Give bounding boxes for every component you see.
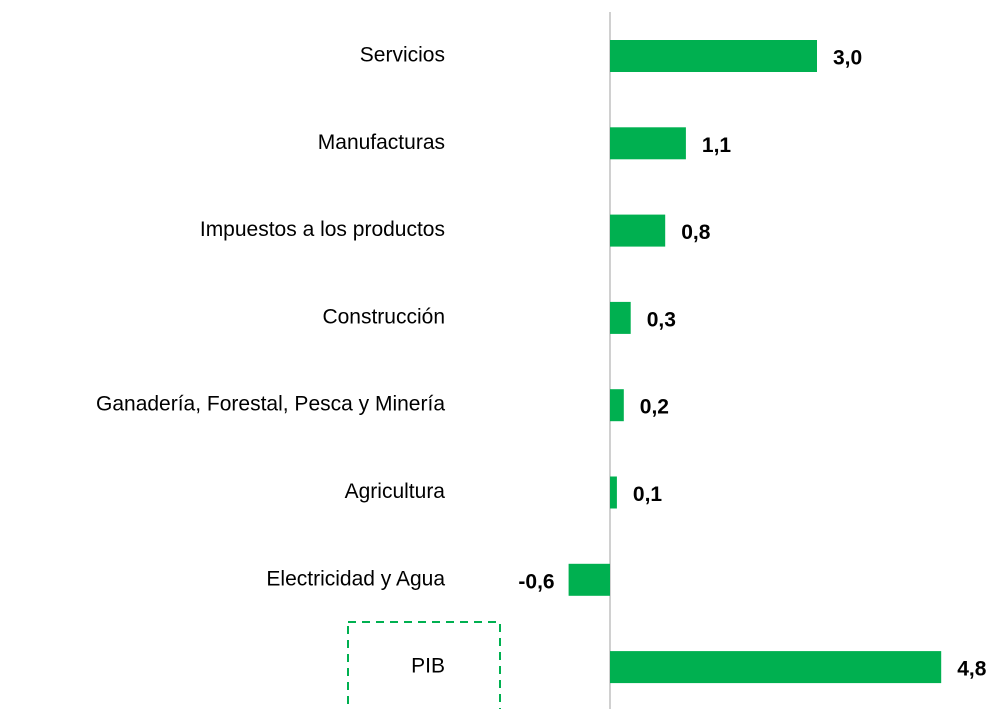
category-label: Impuestos a los productos [200,218,445,241]
category-label: Manufacturas [318,131,445,154]
value-label: 0,1 [633,483,663,506]
category-label: Electricidad y Agua [266,567,445,590]
value-label: 0,8 [681,221,711,244]
value-label: 0,2 [640,396,669,419]
bar [610,651,942,684]
value-label: 1,1 [702,134,732,157]
value-label: -0,6 [518,570,554,593]
bar [610,389,624,422]
category-label: Servicios [360,44,445,67]
bar [610,127,686,160]
highlight-box [347,621,501,714]
bar [610,476,617,509]
bar [568,563,610,596]
value-label: 4,8 [957,658,987,681]
bar [610,214,666,247]
category-label: PIB [411,655,445,678]
bar [610,40,817,72]
category-label: Construcción [322,305,445,328]
category-label: Agricultura [345,480,446,503]
value-label: 0,3 [647,308,676,331]
category-label: Ganadería, Forestal, Pesca y Minería [96,393,445,416]
bar [610,301,631,334]
value-label: 3,0 [833,47,862,70]
